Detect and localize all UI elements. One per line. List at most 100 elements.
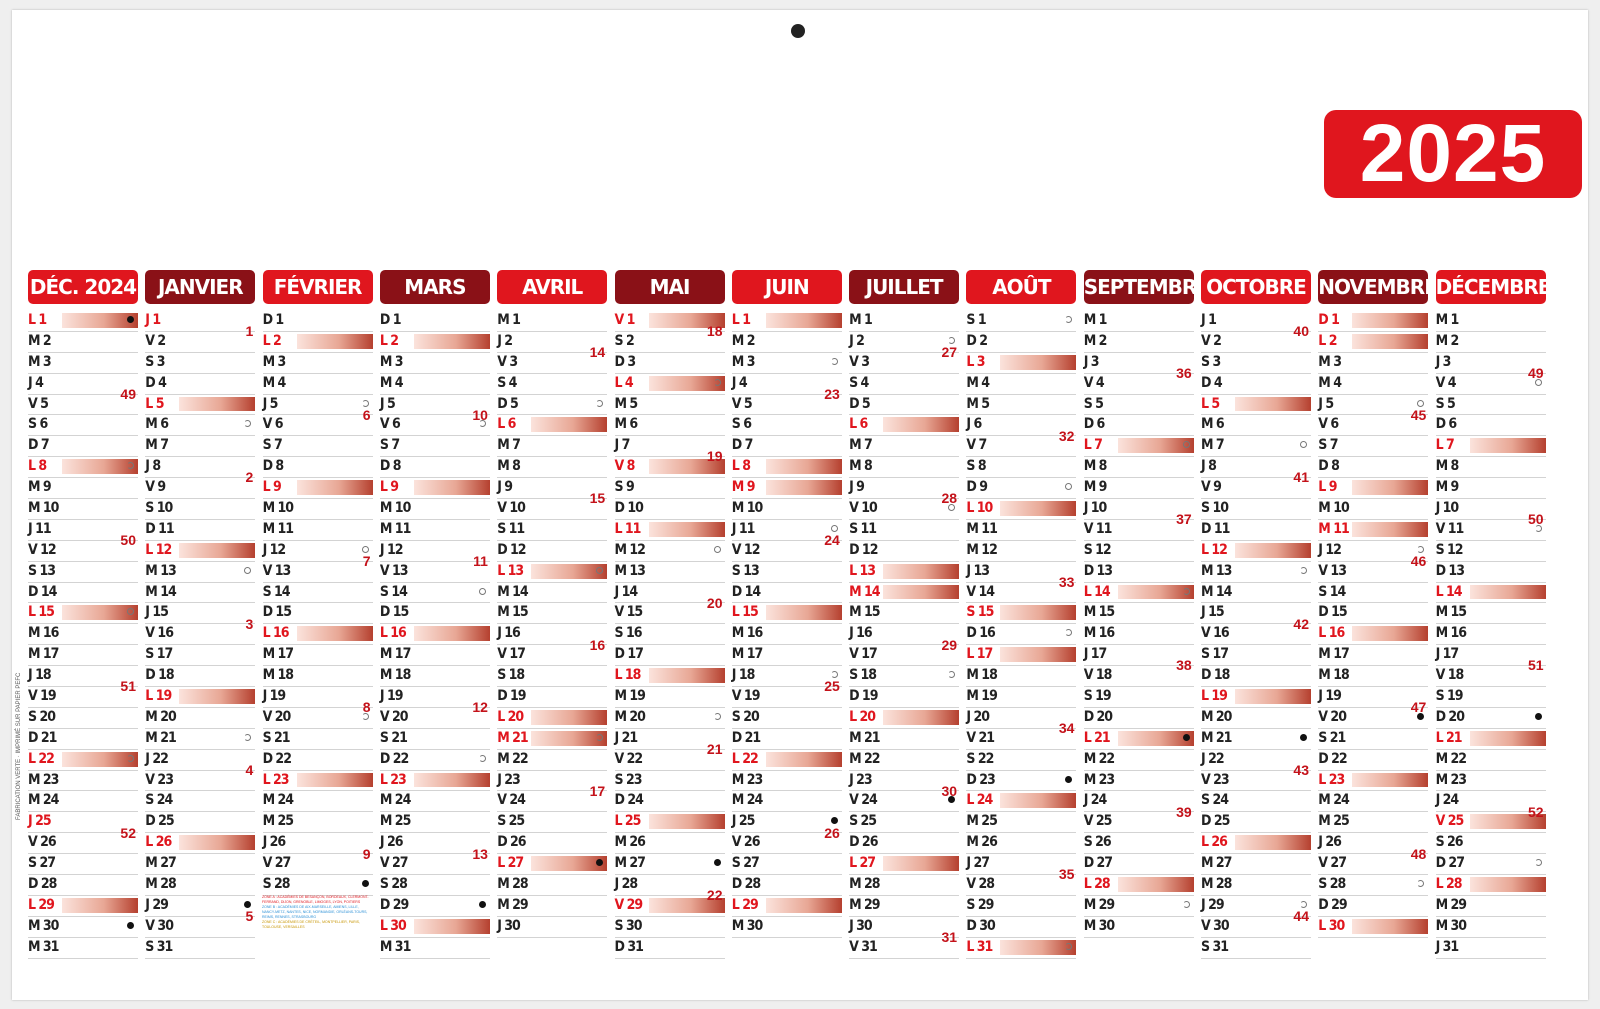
day-row: D 23 — [966, 771, 1077, 792]
day-label: L 15 — [28, 604, 55, 621]
day-row: J 31 — [1435, 938, 1546, 959]
day-label: M 4 — [966, 374, 990, 391]
day-row: L 1 — [731, 311, 842, 332]
holiday-highlight — [1117, 438, 1194, 454]
day-label: L 12 — [1201, 541, 1228, 558]
day-label: J 31 — [1435, 938, 1460, 955]
week-number: 24 — [824, 532, 840, 548]
day-label: D 1 — [262, 312, 285, 328]
week-number: 25 — [824, 678, 840, 695]
day-row: L 16 — [262, 624, 373, 646]
day-row: J 15 — [145, 603, 256, 625]
day-label: L 1 — [731, 312, 751, 328]
day-label: M 28 — [849, 876, 880, 893]
day-label: S 8 — [966, 458, 986, 475]
day-row: S 26 — [1435, 833, 1546, 855]
week-number: 10 — [472, 406, 488, 423]
day-label: V 6 — [262, 416, 284, 433]
day-row: M 10 — [379, 499, 490, 520]
day-row: D 20 — [1435, 708, 1546, 729]
day-label: V 19 — [28, 688, 57, 705]
day-row: L 21 — [1435, 729, 1546, 750]
day-label: S 20 — [731, 708, 760, 725]
day-row: M 13 — [145, 562, 256, 583]
day-row: L 23 — [379, 771, 490, 792]
day-label: M 24 — [731, 792, 763, 809]
day-row: V 5 — [28, 395, 138, 416]
day-row: J 25 — [731, 812, 842, 834]
day-label: D 1 — [379, 312, 402, 328]
day-row: D 19 — [849, 687, 960, 708]
day-label: M 1 — [1435, 312, 1460, 328]
day-label: J 23 — [849, 771, 873, 788]
day-row: V 31 — [849, 938, 960, 959]
day-row: S 27 — [731, 854, 842, 876]
day-label: M 25 — [1318, 813, 1349, 830]
moon-phase-icon — [830, 524, 838, 532]
moon-phase-icon — [830, 817, 838, 825]
day-row: J 17 — [1435, 645, 1546, 667]
day-label: M 6 — [1201, 416, 1225, 433]
day-label: J 9 — [497, 479, 513, 496]
day-row: S 17 — [1201, 645, 1311, 667]
day-row: J 15 — [1201, 603, 1311, 625]
day-label: J 20 — [966, 708, 990, 725]
day-label: D 19 — [849, 688, 878, 705]
moon-phase-icon — [127, 608, 134, 616]
holiday-highlight — [413, 333, 490, 349]
day-label: M 30 — [731, 917, 763, 934]
day-label: L 19 — [145, 688, 172, 705]
day-row: V 18 — [1435, 666, 1546, 688]
day-row: L 27 — [497, 854, 608, 876]
week-number: 47 — [1410, 699, 1427, 716]
holiday-highlight — [1235, 396, 1311, 412]
day-row: V 27 — [1318, 854, 1429, 876]
day-row: M 19 — [614, 687, 725, 708]
day-label: M 11 — [262, 520, 294, 537]
day-label: M 1 — [1083, 312, 1108, 328]
week-number: 22 — [706, 887, 723, 904]
week-number: 3 — [245, 615, 254, 632]
day-row: M 3 — [262, 353, 373, 374]
day-label: D 11 — [1201, 520, 1230, 537]
day-list: V 1 S 2 D 3 L 4 M 5 M 6 J 7 V 8 S 9 D 10 L 11 M 12 M… — [614, 311, 725, 959]
day-row: L 26 — [1201, 833, 1311, 855]
day-row: M 22 — [1435, 750, 1546, 771]
day-label: M 30 — [28, 917, 59, 934]
day-row: L 15 — [28, 603, 138, 625]
day-label: M 29 — [1435, 896, 1467, 913]
day-row: V 12 — [731, 541, 842, 562]
day-label: M 23 — [1435, 771, 1467, 788]
day-label: J 18 — [731, 667, 756, 684]
month-header: JUILLET — [849, 270, 960, 304]
day-row: L 18 — [614, 666, 725, 688]
day-label: M 4 — [1318, 374, 1342, 391]
day-row: L 25 — [614, 812, 725, 834]
holiday-highlight — [62, 459, 138, 475]
day-label: D 4 — [1201, 374, 1223, 391]
day-row: M 14 — [145, 583, 256, 604]
day-label: M 8 — [849, 458, 873, 475]
day-row: S 12 — [1083, 541, 1194, 562]
day-row: M 14 — [1201, 583, 1311, 604]
day-label: M 9 — [731, 479, 756, 496]
day-row: S 4 — [497, 374, 608, 395]
day-label: V 3 — [497, 353, 518, 370]
month-header: FÉVRIER — [262, 270, 373, 304]
day-label: J 30 — [497, 917, 521, 934]
day-row: V 13 — [262, 562, 373, 583]
day-row: V 9 — [1201, 478, 1311, 500]
school-holidays-legend: ZONE A : ACADÉMIES DE BESANÇON, BORDEAUX… — [262, 895, 372, 930]
day-row: M 17 — [28, 645, 138, 667]
holiday-highlight — [883, 856, 960, 872]
day-label: J 8 — [1201, 458, 1217, 475]
day-label: S 27 — [28, 855, 56, 872]
day-row: S 13 — [28, 562, 138, 583]
day-label: S 5 — [1083, 395, 1104, 412]
day-label: J 29 — [145, 896, 169, 913]
day-row: J 10 — [1083, 499, 1194, 520]
day-label: L 18 — [614, 667, 642, 684]
month-column: MARS D 1 L 2 M 3 M 4 J 5 V 6 S 7 D 8 L 9 M 10 M 11 J… — [379, 270, 490, 959]
month-header: DÉCEMBRE — [1435, 270, 1546, 304]
day-label: V 16 — [145, 625, 174, 642]
